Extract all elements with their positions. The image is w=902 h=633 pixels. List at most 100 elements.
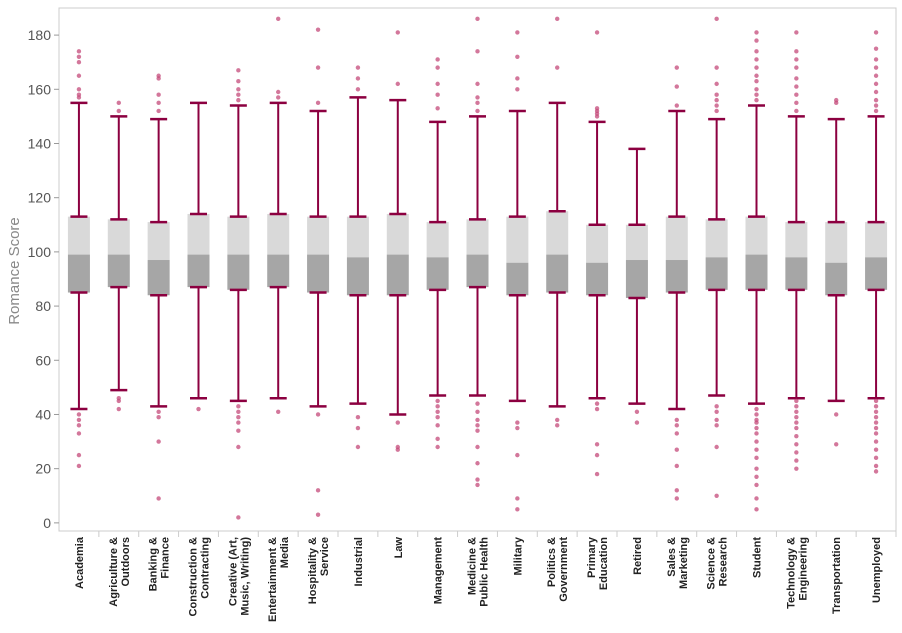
outlier-point (236, 68, 241, 73)
box-lower (625, 260, 648, 298)
outlier-point (156, 414, 161, 420)
outlier-point (714, 493, 719, 498)
x-category-label-line: Student (752, 537, 764, 578)
outlier-point (754, 65, 759, 70)
x-category-label: Retired (632, 537, 644, 575)
outlier-point (475, 423, 480, 428)
outlier-point (76, 431, 82, 436)
outlier-point (873, 469, 879, 474)
outlier-point (714, 108, 719, 114)
outlier-point (873, 431, 879, 436)
x-category-label-line: Engineering (797, 537, 809, 601)
box-group (586, 30, 609, 477)
outlier-point (873, 57, 879, 62)
outlier-point (594, 401, 600, 406)
x-category-label-line: Entertainment & (267, 537, 279, 622)
x-category-label: Politics &Government (546, 537, 570, 602)
outlier-point (435, 106, 440, 111)
box-lower (307, 254, 330, 293)
outlier-point (714, 409, 719, 414)
box-group (506, 30, 529, 512)
box-lower (67, 254, 90, 293)
box-lower (386, 254, 409, 296)
outlier-point (435, 57, 440, 62)
outlier-point (794, 433, 799, 439)
box-lower (665, 260, 688, 293)
x-category-label: Academia (74, 536, 86, 589)
outlier-point (714, 444, 719, 450)
x-category-label: Industrial (353, 537, 365, 587)
outlier-point (714, 97, 719, 103)
outlier-point (794, 65, 799, 70)
y-tick-label: 100 (28, 244, 52, 260)
outlier-point (236, 404, 241, 409)
outlier-point (794, 420, 799, 425)
x-category-label-line: Finance (160, 537, 172, 579)
outlier-point (594, 452, 600, 458)
outlier-point (794, 450, 799, 455)
box-upper (586, 224, 609, 263)
outlier-point (515, 76, 520, 81)
box-group (346, 65, 369, 450)
outlier-point (834, 442, 839, 447)
outlier-point (515, 420, 520, 425)
x-category-label-line: Retired (632, 537, 644, 575)
outlier-point (116, 108, 121, 114)
y-tick-label: 20 (35, 461, 51, 477)
outlier-point (873, 447, 879, 452)
box-upper (386, 213, 409, 255)
outlier-point (475, 81, 480, 87)
outlier-point (515, 54, 520, 59)
outlier-point (754, 38, 759, 43)
box-group (67, 49, 90, 469)
outlier-point (276, 16, 281, 22)
outlier-point (834, 412, 839, 417)
outlier-point (754, 78, 759, 84)
x-category-label-line: Science & (706, 537, 718, 590)
outlier-point (873, 455, 879, 461)
outlier-point (236, 87, 241, 92)
x-category-label: PrimaryEducation (586, 536, 610, 590)
box-lower (506, 262, 529, 296)
outlier-point (76, 49, 82, 54)
x-category-label: Banking &Finance (148, 537, 172, 591)
outlier-point (515, 507, 520, 512)
outlier-point (395, 81, 400, 87)
x-category-label: Law (393, 537, 405, 559)
box-upper (346, 216, 369, 258)
outlier-point (475, 444, 480, 450)
box-lower (227, 254, 250, 290)
outlier-point (475, 409, 480, 414)
outlier-point (236, 444, 241, 450)
outlier-point (236, 420, 241, 425)
x-category-label: Technology &Engineering (785, 537, 809, 609)
x-category-label-line: Transportation (831, 537, 843, 614)
outlier-point (873, 420, 879, 425)
outlier-point (76, 423, 82, 428)
y-axis: 0 20 40 60 80 100 120 140 160 180 (28, 27, 59, 531)
outlier-point (794, 76, 799, 81)
box-lower (825, 262, 848, 296)
outlier-point (156, 439, 161, 444)
outlier-point (435, 92, 440, 97)
x-category-label-line: Contracting (200, 537, 212, 599)
outlier-point (834, 97, 839, 103)
outlier-point (594, 30, 600, 35)
outlier-point (674, 65, 679, 70)
x-category-label: Transportation (831, 537, 843, 614)
outlier-point (515, 452, 520, 458)
outlier-point (315, 412, 321, 417)
x-category-label: Student (752, 537, 764, 578)
x-category-label: Sales &Marketing (666, 537, 690, 589)
outlier-point (475, 95, 480, 100)
outlier-point (196, 406, 201, 412)
outlier-point (754, 73, 759, 78)
outlier-point (156, 108, 161, 114)
outlier-point (714, 65, 719, 70)
outlier-point (475, 461, 480, 466)
x-category-label-line: Politics & (546, 537, 558, 587)
x-category-label: Military (512, 536, 524, 575)
outlier-point (156, 409, 161, 414)
outlier-point (435, 423, 440, 428)
